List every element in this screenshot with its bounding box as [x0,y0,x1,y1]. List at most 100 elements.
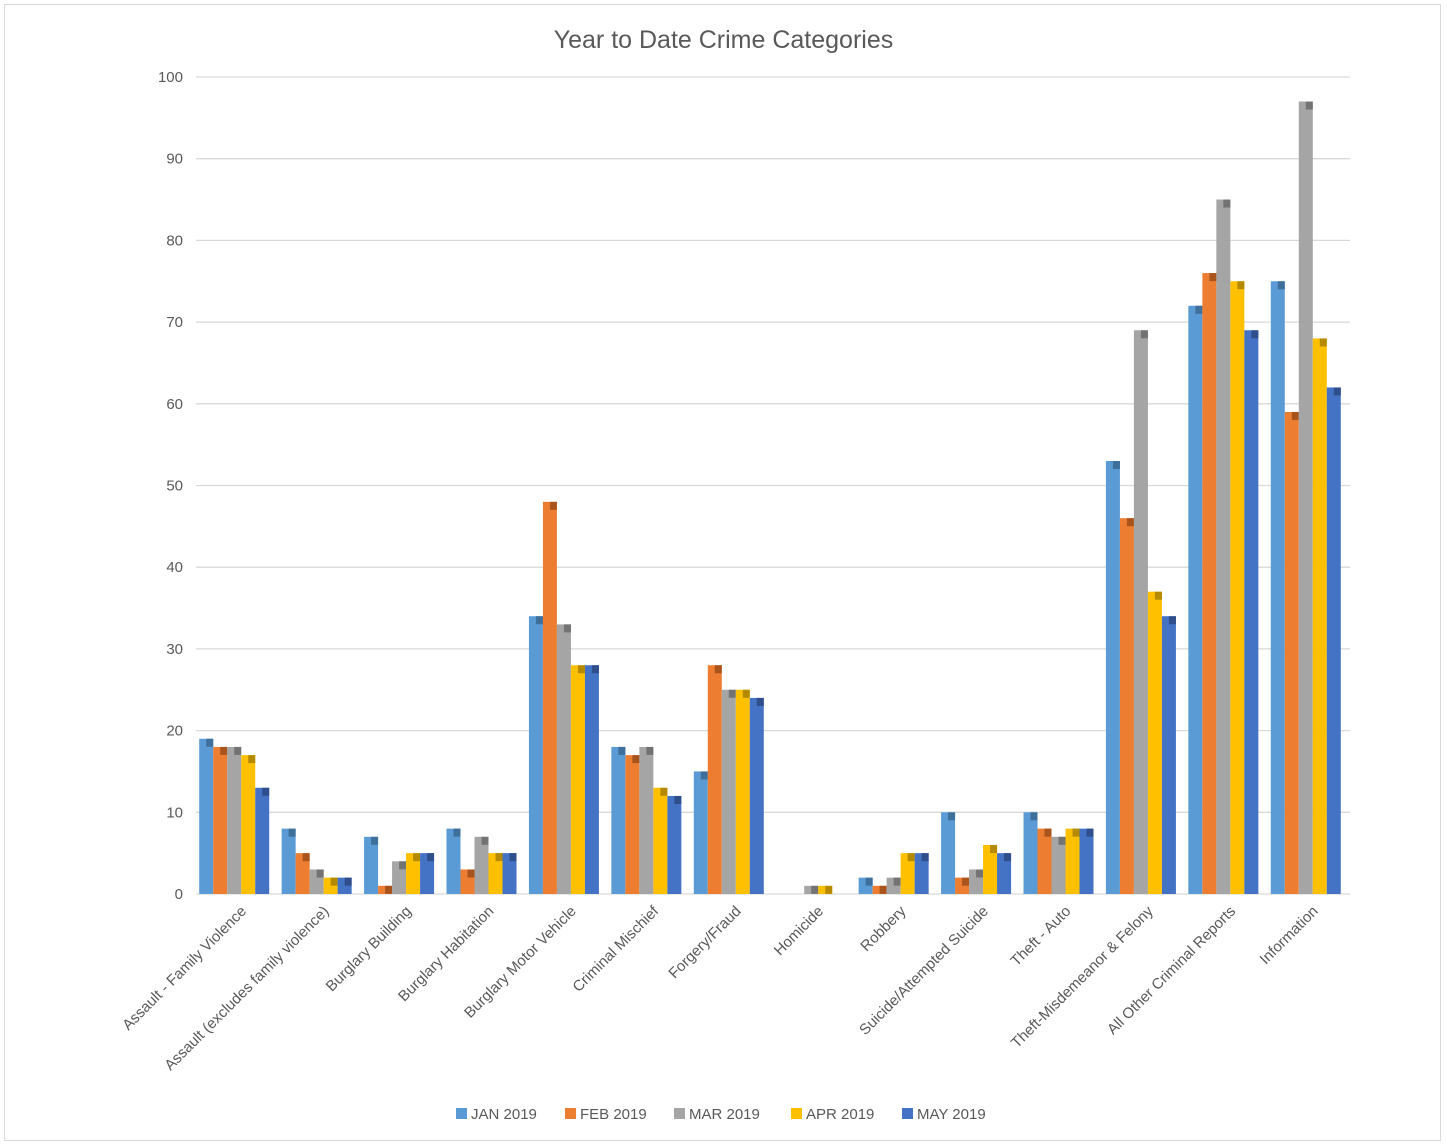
bar-front [1284,411,1299,894]
legend-item: MAY 2019 [902,1106,986,1123]
bar-cap [700,771,708,780]
bar [420,853,435,894]
bar-cap [220,746,228,755]
bar-front [542,501,557,894]
bar [997,853,1012,894]
bar [406,853,421,894]
legend-swatch [674,1108,685,1119]
gridlines [196,76,1350,895]
y-axis-ticks: 0 10 20 30 40 50 60 70 80 90 100 [158,69,183,903]
bar-front [556,624,571,894]
y-tick-label: 20 [166,723,183,740]
bar [1133,330,1148,894]
bar [1147,591,1162,894]
bar-front [1244,330,1259,894]
bar-cap [1126,518,1134,527]
bar-cap [206,738,214,747]
bar-front [1105,460,1120,894]
bar-cap [591,665,599,674]
bar [955,877,970,894]
bar [625,755,640,894]
bar-cap [756,697,764,706]
bar [941,812,956,894]
bar-front [1051,836,1066,894]
bar [528,616,543,894]
x-tick-label: Theft-Misdemeanor & Felony [1008,902,1157,1051]
bar-front [1119,518,1134,894]
bar-cap [248,755,256,764]
bar-cap [577,665,585,674]
bar [1298,101,1313,894]
bar-cap [563,624,571,633]
y-tick-label: 70 [166,314,183,331]
bar [1202,273,1217,895]
bar-cap [1044,828,1052,837]
bar [818,885,833,894]
y-tick-label: 40 [166,559,183,576]
bar-front [693,771,708,894]
bar-cap [535,616,543,625]
bar [309,869,324,894]
y-tick-label: 100 [158,69,183,86]
bar [983,844,998,894]
bar [255,787,270,894]
bar-front [914,853,929,894]
bar-front [406,853,421,894]
bar-front [241,755,256,894]
bar-front [281,828,296,894]
bar [1284,411,1299,894]
bar-front [1161,616,1176,894]
bar-front [1065,828,1080,894]
bar-front [639,746,654,894]
legend-swatch [456,1108,467,1119]
legend-swatch [565,1108,576,1119]
bar [735,689,750,894]
bar-cap [1251,330,1259,339]
bar-cap [1004,853,1012,862]
bar-front [1216,199,1231,895]
legend-label: FEB 2019 [580,1106,647,1123]
y-tick-label: 30 [166,641,183,658]
bar [804,885,819,894]
bar [281,828,296,894]
legend-label: APR 2019 [806,1106,874,1123]
bar-cap [1291,411,1299,420]
bar [639,746,654,894]
x-tick-label: Theft - Auto [1007,903,1074,970]
bar [213,746,228,894]
bar [886,877,901,894]
bar [653,787,668,894]
bar-cap [907,853,915,862]
bar [858,877,873,894]
bar [337,877,352,894]
bar-front [625,755,640,894]
bar-front [1298,101,1313,894]
bar-front [474,836,489,894]
bar-cap [371,836,379,845]
bar [1326,387,1341,894]
legend-label: MAY 2019 [917,1106,986,1123]
bar-front [900,853,915,894]
bar [323,877,338,894]
legend-label: JAN 2019 [471,1106,537,1123]
bar-cap [632,755,640,764]
bar-front [1202,273,1217,895]
bar [1119,518,1134,894]
y-tick-label: 0 [175,886,183,903]
bar-cap [879,885,887,894]
bar-cap [262,787,270,796]
bar-cap [344,877,352,886]
bar [364,836,379,894]
legend-item: APR 2019 [791,1106,874,1123]
bar [295,853,310,894]
bar [1105,460,1120,894]
bar-cap [646,746,654,755]
bar-front [707,665,722,894]
bar-cap [453,828,461,837]
bar [1216,199,1231,895]
bar-front [584,665,599,894]
x-tick-label: Robbery [857,902,909,954]
bar [1023,812,1038,894]
